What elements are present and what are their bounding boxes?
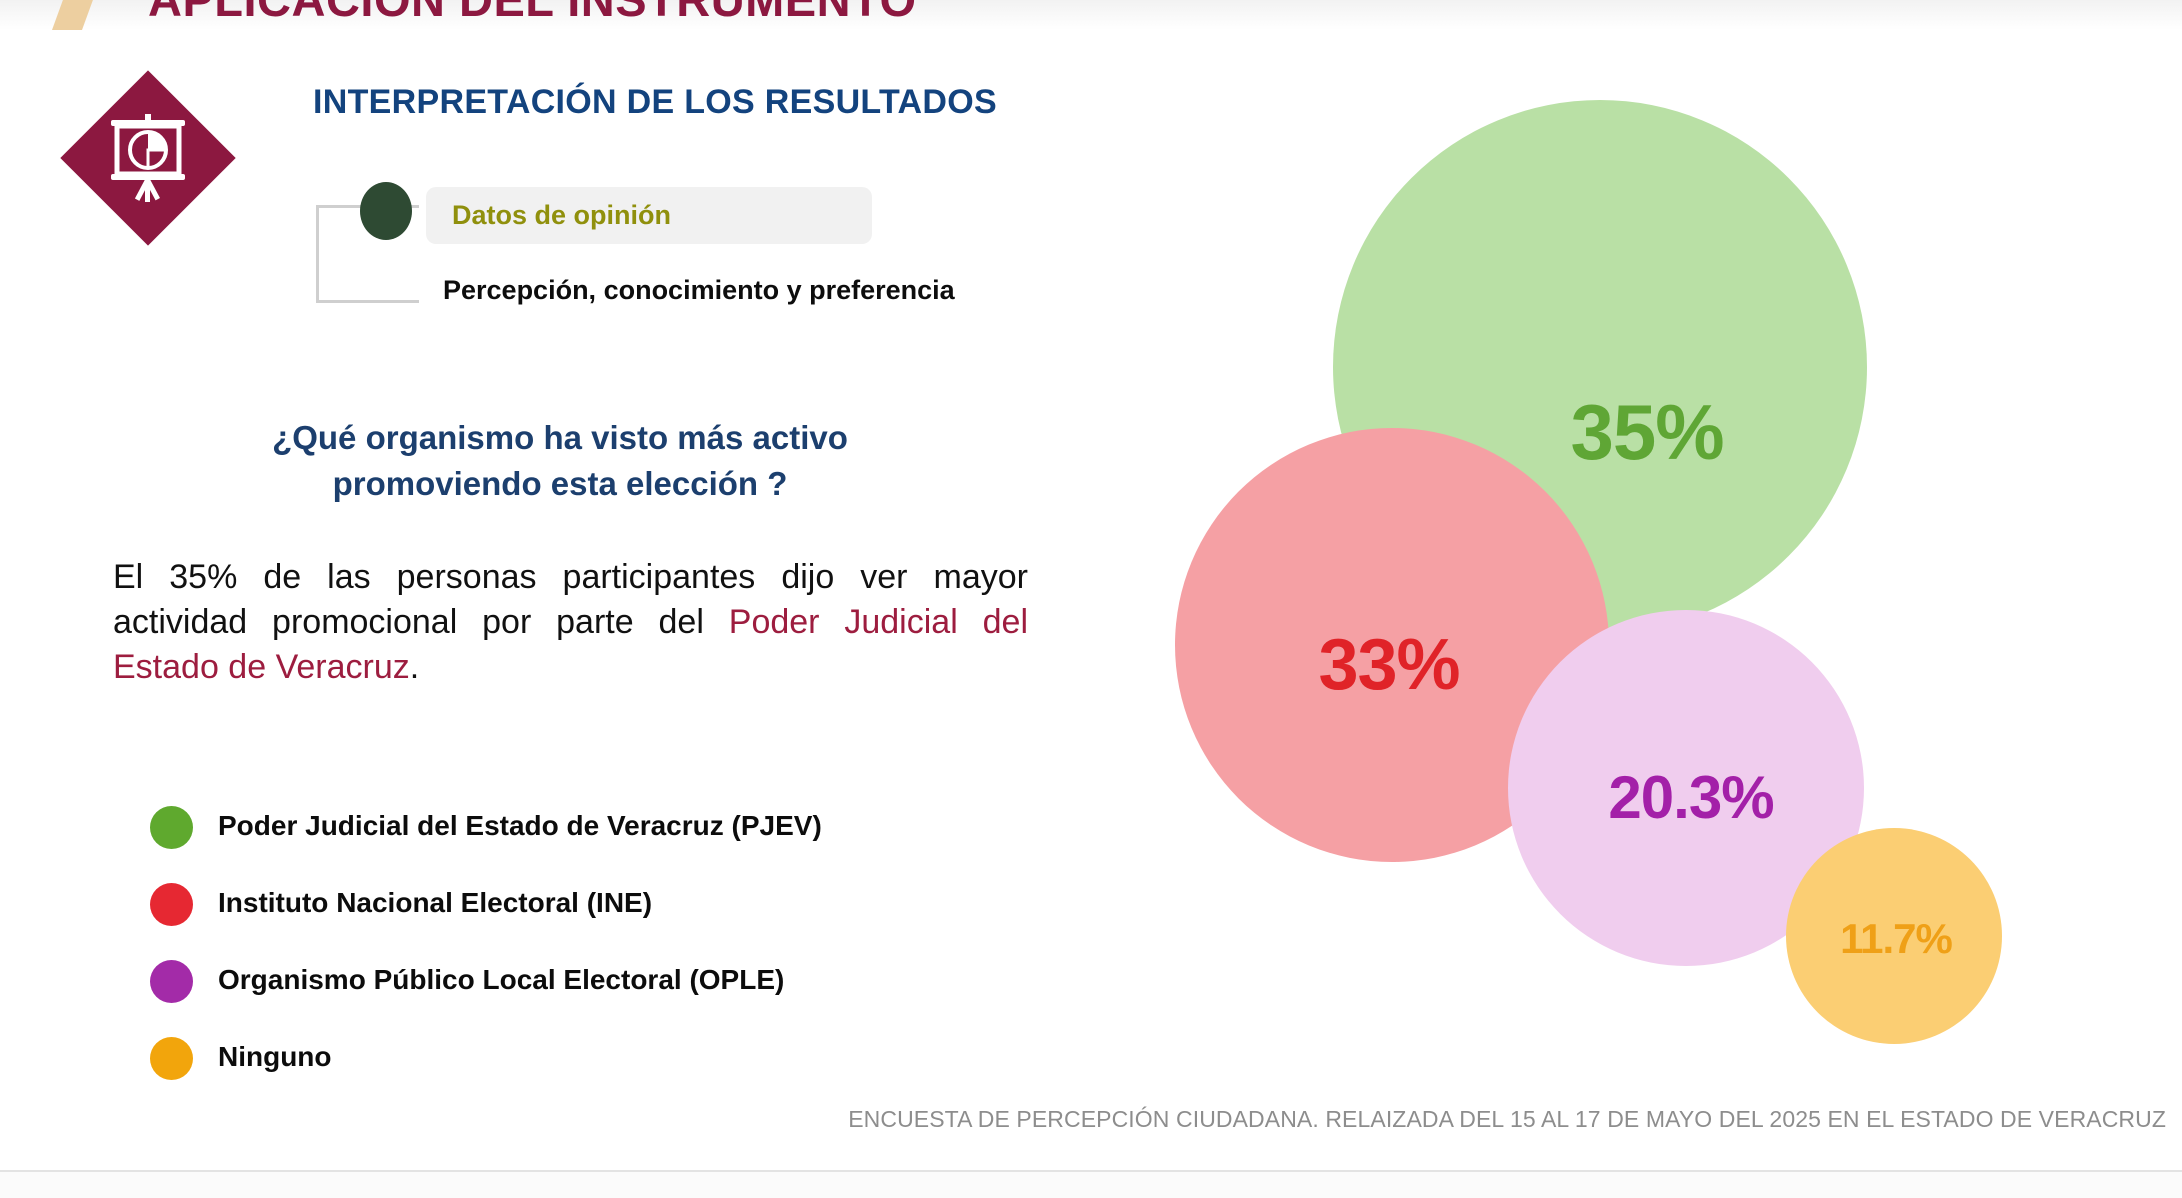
legend-item-ine[interactable]: Instituto Nacional Electoral (INE) (150, 877, 1050, 954)
legend-dot-icon-ople (150, 960, 193, 1003)
legend-dot-icon-pjev (150, 806, 193, 849)
legend-item-ople[interactable]: Organismo Público Local Electoral (OPLE) (150, 954, 1050, 1031)
page-title: INTERPRETACIÓN DE LOS RESULTADOS (313, 83, 997, 121)
paragraph-part-2: . (409, 648, 420, 687)
bubble-label-ople: 20.3% (1608, 763, 1774, 831)
legend-label-pjev: Poder Judicial del Estado de Veracruz (P… (218, 810, 822, 841)
gold-slash-decoration (37, 0, 97, 30)
footer-source-note: ENCUESTA DE PERCEPCIÓN CIUDADANA. RELAIZ… (848, 1106, 2166, 1132)
bottom-strip (0, 1172, 2182, 1198)
callout-sub-label: Percepción, conocimiento y preferencia (443, 275, 955, 305)
question-line-1: ¿Qué organismo ha visto más activo (272, 419, 848, 456)
survey-question: ¿Qué organismo ha visto más activo promo… (190, 415, 930, 506)
legend-label-ine: Instituto Nacional Electoral (INE) (218, 887, 653, 918)
banner-title: APLICACIÓN DEL INSTRUMENTO (148, 0, 917, 27)
callout-chip-label: Datos de opinión (452, 200, 671, 230)
legend-label-ninguno: Ninguno (218, 1041, 332, 1072)
bubble-ine: 33% (1175, 428, 1609, 862)
legend-dot-icon-ine (150, 883, 193, 926)
result-paragraph: El 35% de las personas participantes dij… (113, 555, 1028, 691)
legend-item-ninguno[interactable]: Ninguno (150, 1031, 1050, 1108)
legend-label-ople: Organismo Público Local Electoral (OPLE) (218, 964, 785, 995)
slide-banner: APLICACIÓN DEL INSTRUMENTO (0, 0, 2182, 30)
paragraph-highlight: Poder Judicial del Estado de Veracruz (113, 603, 1028, 687)
chart-legend: Poder Judicial del Estado de Veracruz (P… (150, 800, 1050, 1108)
question-line-2: promoviendo esta elección ? (332, 464, 788, 502)
bubble-label-pjev: 35% (1570, 387, 1724, 476)
bubble-label-ninguno: 11.7% (1840, 915, 1953, 962)
bubble-ople: 20.3% (1508, 610, 1864, 966)
bottom-divider (0, 1170, 2182, 1172)
bubble-ninguno: 11.7% (1786, 828, 2002, 1044)
pie-chart-board-glyph (111, 114, 185, 202)
bubble-label-ine: 33% (1318, 625, 1460, 705)
bullet-dot-icon (360, 182, 412, 240)
legend-item-pjev[interactable]: Poder Judicial del Estado de Veracruz (P… (150, 800, 1050, 877)
presentation-pie-chart-icon (60, 70, 236, 246)
legend-dot-icon-ninguno (150, 1037, 193, 1080)
callout-chip (426, 187, 872, 244)
paragraph-part-1: El 35% de las personas participantes dij… (113, 558, 1028, 642)
bubble-pjev: 35% (1333, 100, 1867, 634)
